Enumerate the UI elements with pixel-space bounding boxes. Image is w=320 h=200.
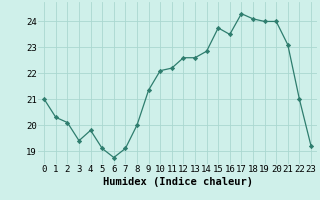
X-axis label: Humidex (Indice chaleur): Humidex (Indice chaleur) [103,177,252,187]
